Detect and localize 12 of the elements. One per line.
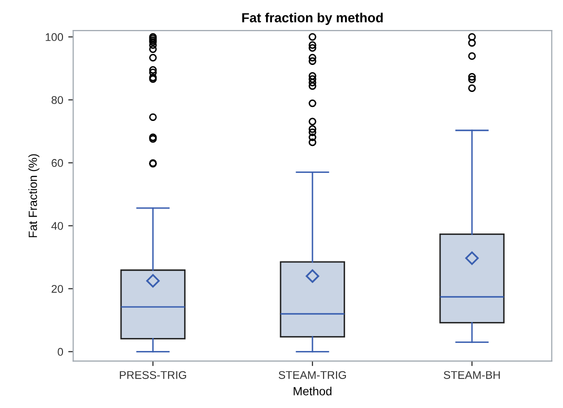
y-tick-label: 20 [52,284,64,293]
y-tick-label: 0 [58,348,64,356]
x-tick-label: STEAM-BH [444,371,500,379]
y-axis-title: Fat Fraction (%) [28,154,40,238]
x-tick-label: PRESS-TRIG [120,371,186,379]
x-axis-title: Method [294,386,332,396]
y-tick-label: 60 [52,159,64,167]
chart-title: Fat fraction by method [242,12,383,26]
y-tick-label: 100 [46,33,64,42]
y-tick-label: 80 [52,96,64,104]
x-tick-label: STEAM-TRIG [278,371,346,379]
y-tick-label: 40 [51,222,64,230]
